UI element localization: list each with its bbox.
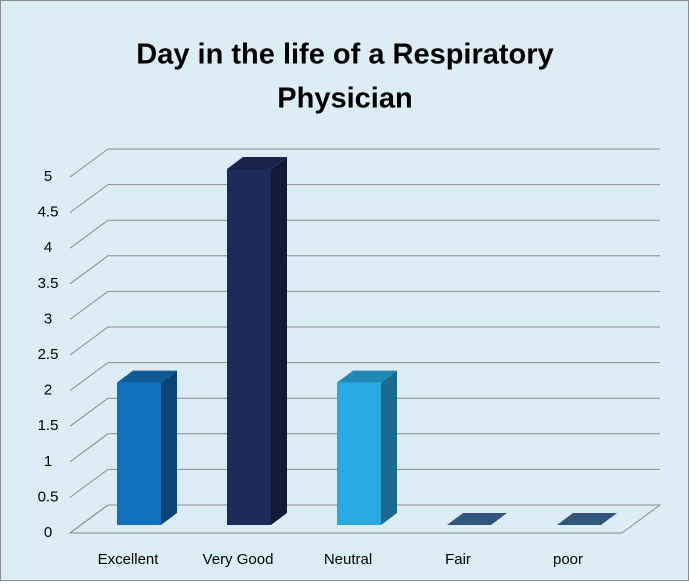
grid-line	[69, 397, 660, 427]
y-tick-label: 5	[44, 168, 52, 185]
grid-line	[69, 504, 660, 534]
y-tick-label: 1	[44, 453, 52, 470]
bar-top	[117, 370, 177, 383]
y-tick-label: 4	[44, 239, 52, 256]
grid-line	[69, 255, 660, 285]
x-tick-label: poor	[553, 551, 583, 568]
y-tick-label: 4.5	[38, 204, 59, 221]
grid-line	[69, 148, 660, 178]
y-tick-label: 1.5	[38, 417, 59, 434]
grid-line	[69, 290, 660, 320]
bar-top	[337, 370, 397, 383]
bar-top	[557, 513, 617, 525]
y-tick-label: 3	[44, 310, 52, 327]
bar-top	[447, 513, 507, 525]
grid-line	[69, 326, 660, 356]
bar	[227, 169, 271, 525]
bar	[117, 382, 161, 525]
y-tick-label: 0	[44, 524, 52, 541]
x-tick-label: Fair	[445, 551, 471, 568]
bar-side	[271, 157, 287, 525]
bar-top	[227, 157, 287, 169]
x-tick-label: Excellent	[98, 551, 160, 568]
chart-title: Physician	[277, 83, 412, 115]
y-tick-label: 0.5	[38, 488, 59, 505]
bar-side	[381, 370, 397, 525]
bar-side	[161, 370, 177, 525]
grid-line	[69, 468, 660, 498]
chart-title: Day in the life of a Respiratory	[136, 39, 553, 71]
y-tick-label: 3.5	[38, 275, 59, 292]
bar	[337, 382, 381, 525]
grid-line	[69, 184, 660, 214]
x-tick-label: Very Good	[203, 551, 274, 568]
grid-line	[69, 433, 660, 463]
grid-line	[69, 219, 660, 249]
grid-line	[69, 362, 660, 392]
y-tick-label: 2	[44, 382, 52, 399]
x-tick-label: Neutral	[324, 551, 372, 568]
y-tick-label: 2.5	[38, 346, 59, 363]
